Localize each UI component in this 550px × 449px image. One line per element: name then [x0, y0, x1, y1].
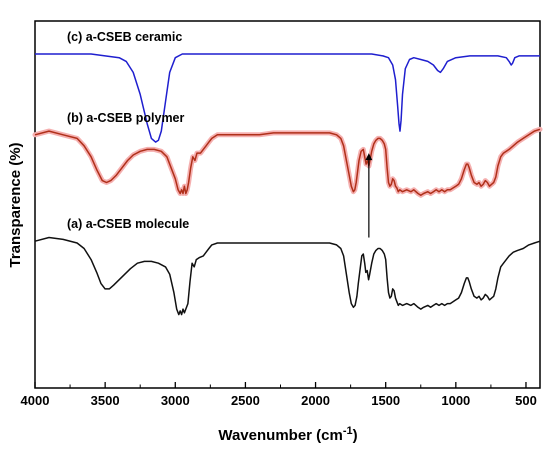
series-line-c-a-cseb-ceramic: [35, 53, 540, 143]
series-line-b-a-cseb-polymer: [34, 128, 541, 197]
series-2-highlight: [32, 126, 543, 198]
x-axis-title: Wavenumber (cm-1): [218, 425, 357, 444]
x-tick-label: 3000: [161, 393, 190, 408]
annotation-arrow-head: [365, 153, 373, 161]
x-tick-label: 2500: [231, 393, 260, 408]
x-tick-label: 2000: [301, 393, 330, 408]
x-axis-title-main: Wavenumber (cm: [218, 427, 342, 444]
series-label-2: (b) a-CSEB polymer: [67, 111, 185, 125]
y-axis-title: Transparence (%): [7, 142, 24, 267]
x-tick-label: 1000: [441, 393, 470, 408]
series-label-3: (a) a-CSEB molecule: [67, 217, 189, 231]
x-axis-title-close: ): [353, 427, 358, 444]
series-line-a-a-cseb-molecule: [34, 236, 541, 316]
x-tick-label: 500: [515, 393, 537, 408]
series-label-1: (c) a-CSEB ceramic: [67, 30, 182, 44]
x-tick-label: 1500: [371, 393, 400, 408]
plot-frame: [34, 20, 541, 389]
x-axis-title-sup: -1: [343, 425, 353, 437]
x-tick-label: 3500: [91, 393, 120, 408]
x-tick-label: 4000: [21, 393, 50, 408]
